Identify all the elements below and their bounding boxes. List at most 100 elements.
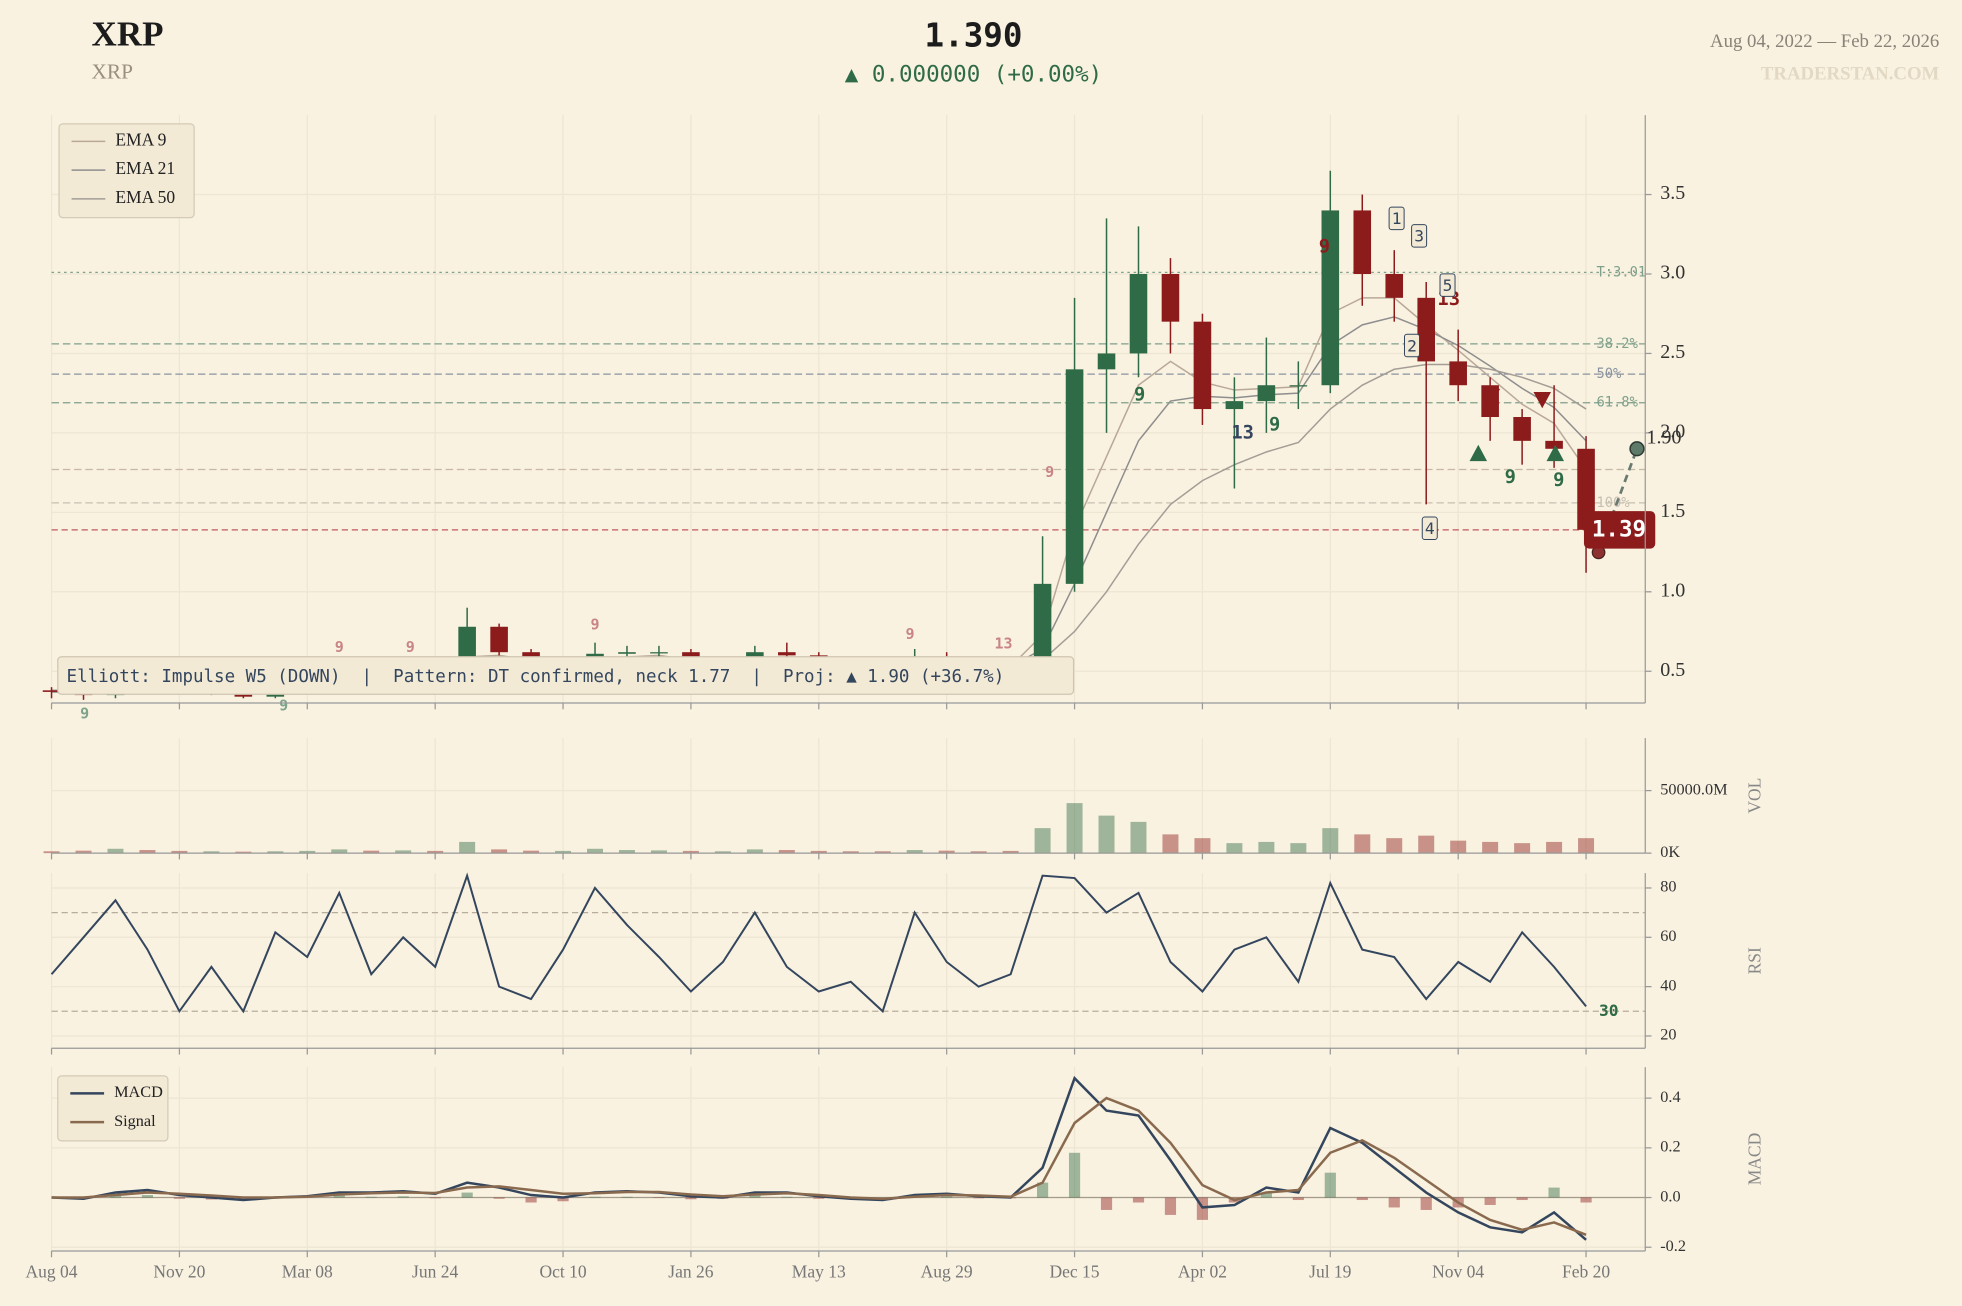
date-range: Aug 04, 2022 — Feb 22, 2026 — [1710, 31, 1939, 52]
histogram-bar — [397, 1196, 409, 1198]
histogram-bar — [493, 1197, 505, 1199]
volume-bar — [1354, 834, 1371, 854]
volume-bar — [618, 850, 635, 854]
y-axis-label: VOL — [1745, 778, 1765, 814]
volume-bar — [1514, 843, 1531, 854]
volume-bar — [1034, 828, 1051, 854]
volume-bar — [331, 849, 348, 854]
volume-bar — [682, 850, 699, 854]
y-tick-label: 20 — [1660, 1026, 1676, 1044]
legend-label: EMA 50 — [115, 187, 175, 207]
y-tick-label: 0.5 — [1660, 659, 1685, 681]
volume-bar — [1322, 828, 1339, 854]
y-tick-label: 1.0 — [1660, 579, 1685, 601]
td-count: 9 — [335, 638, 344, 656]
td-count: 9 — [1319, 236, 1330, 257]
candle-body — [1545, 440, 1563, 449]
volume-bar — [1130, 821, 1147, 854]
histogram-bar — [589, 1196, 601, 1198]
y-axis-label: RSI — [1745, 947, 1765, 974]
wave-box — [1421, 516, 1438, 541]
legend-label: EMA 9 — [115, 129, 166, 149]
series-line — [51, 1096, 1587, 1236]
y-tick-label: 80 — [1660, 878, 1676, 896]
signal-marker — [1482, 388, 1501, 406]
volume-bar — [395, 850, 412, 854]
histogram-bar — [557, 1197, 569, 1202]
y-tick-label: 1.5 — [1660, 500, 1685, 522]
subtitle: XRP — [92, 60, 133, 84]
y-axis-label: MACD — [1745, 1133, 1765, 1186]
candle-body — [1353, 210, 1372, 274]
td-count: 9 — [1134, 384, 1145, 405]
volume-bar — [523, 850, 540, 854]
histogram-bar — [1292, 1197, 1304, 1201]
candle-body — [650, 652, 668, 654]
volume-bar — [874, 851, 891, 854]
annotation: Elliott: Impulse W5 (DOWN) | Pattern: DT… — [67, 667, 1005, 687]
projection-point — [1629, 441, 1645, 457]
signal-marker — [1469, 444, 1488, 462]
histogram-bar — [1196, 1197, 1209, 1220]
volume-bar — [1386, 838, 1403, 854]
volume-bar — [363, 850, 380, 854]
volume-bar — [491, 849, 508, 854]
td-count: 9 — [1505, 467, 1516, 488]
histogram-bar — [525, 1197, 537, 1203]
histogram-bar — [1420, 1197, 1432, 1210]
candle-body — [1577, 448, 1595, 530]
wave-box — [1403, 333, 1421, 358]
volume-bar — [203, 851, 220, 854]
volume-bar — [587, 848, 604, 854]
volume-bar — [842, 851, 859, 854]
last-price: 1.390 — [925, 17, 1023, 55]
histogram-bar — [685, 1197, 697, 1200]
wave-label: 4 — [1425, 519, 1435, 538]
y-tick-label: 3.0 — [1660, 262, 1685, 284]
x-tick-label: Dec 15 — [1050, 1261, 1100, 1281]
y-tick-label: 0.2 — [1660, 1138, 1680, 1156]
candle-body — [1257, 385, 1276, 402]
y-tick-label: 3.5 — [1660, 182, 1685, 204]
candle-body — [1161, 273, 1180, 322]
histogram-bar — [333, 1195, 345, 1198]
x-tick-label: Aug 04 — [26, 1261, 78, 1281]
x-tick-label: Oct 10 — [539, 1261, 586, 1281]
title: XRP — [92, 15, 164, 54]
y-tick-label: 40 — [1660, 976, 1676, 994]
volume-bar — [427, 850, 444, 854]
volume-bar — [267, 851, 284, 854]
histogram-bar — [1356, 1197, 1368, 1201]
td-count: 13 — [1231, 422, 1254, 443]
level-label: T:3.01 — [1596, 264, 1646, 280]
volume-bar — [299, 850, 316, 854]
histogram-bar — [1580, 1197, 1592, 1203]
y-tick-label: 2.0 — [1660, 420, 1685, 442]
price-tag — [1583, 511, 1656, 549]
histogram-bar — [1100, 1197, 1113, 1210]
candle-body — [1417, 297, 1436, 362]
signal-marker — [1546, 444, 1565, 462]
y-tick-label: 0K — [1660, 843, 1680, 861]
volume-bar — [1002, 850, 1019, 854]
candle-body — [1033, 583, 1052, 669]
volume-bar — [1162, 834, 1179, 854]
x-tick-label: Mar 08 — [282, 1261, 333, 1281]
x-tick-label: Nov 20 — [153, 1261, 205, 1281]
volume-bar — [714, 851, 731, 854]
candle-body — [1065, 369, 1084, 584]
x-tick-label: Jan 26 — [668, 1261, 713, 1281]
td-count: 9 — [406, 638, 415, 656]
legend-label: EMA 21 — [115, 158, 175, 178]
volume-bar — [1194, 838, 1211, 854]
histogram-bar — [1516, 1197, 1528, 1201]
level-label: 38.2% — [1596, 336, 1638, 352]
histogram-bar — [429, 1197, 441, 1199]
candle-body — [42, 690, 61, 692]
candle-body — [1385, 273, 1404, 298]
annotation-box — [57, 656, 1075, 695]
td-count: 9 — [590, 616, 599, 634]
td-count: 9 — [80, 705, 89, 723]
